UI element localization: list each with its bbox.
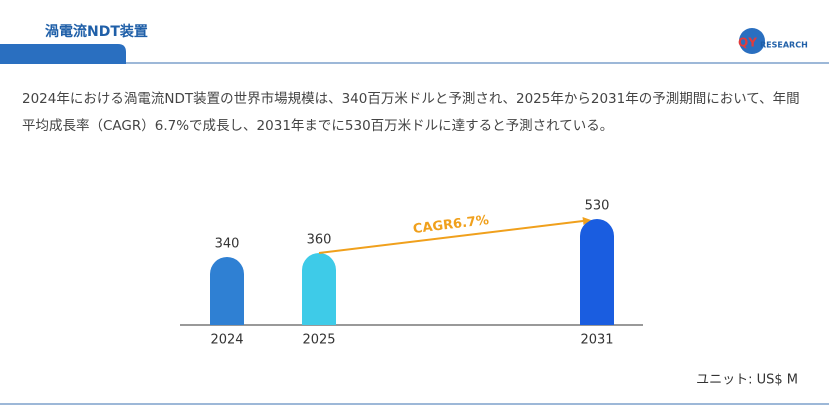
- value-label: 360: [307, 233, 332, 248]
- logo-mark: QY: [738, 36, 757, 50]
- logo-globe: [739, 28, 765, 54]
- description: 2024年における渦電流NDT装置の世界市場規模は、340百万米ドルと予測され、…: [22, 91, 800, 134]
- x-tick-label: 2025: [302, 333, 335, 348]
- unit-label: ユニット: US$ M: [696, 373, 798, 388]
- cagr-arrow: [318, 220, 584, 254]
- x-tick-label: 2024: [210, 333, 243, 348]
- value-label: 340: [215, 237, 240, 252]
- value-label: 530: [585, 199, 610, 214]
- x-tick-label: 2031: [580, 333, 613, 348]
- header-tab: [0, 44, 126, 64]
- cagr-arrowhead: [582, 217, 591, 225]
- bar: [302, 253, 336, 325]
- logo-text: RESEARCH: [760, 41, 808, 50]
- footer-rule: [0, 403, 829, 405]
- bar: [580, 219, 614, 325]
- header-rule: [0, 62, 829, 64]
- slide-title: 渦電流NDT装置: [45, 23, 148, 40]
- bar: [210, 257, 244, 325]
